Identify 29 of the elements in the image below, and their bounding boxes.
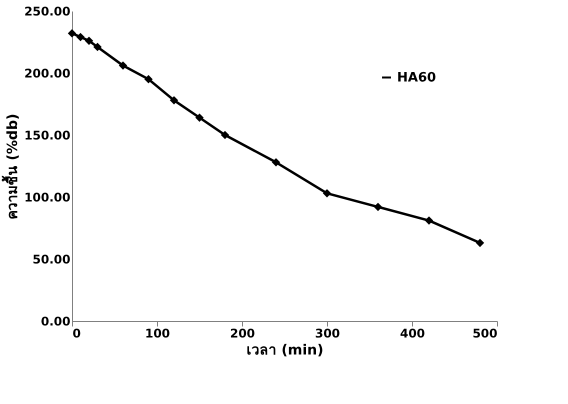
- point: [272, 158, 280, 166]
- point: [68, 29, 76, 38]
- x-tick-label: 400: [400, 326, 426, 340]
- point: [322, 189, 332, 198]
- y-tick-label: 0.00: [40, 314, 70, 328]
- point: [195, 113, 204, 122]
- legend-label: HA60: [397, 70, 436, 86]
- y-tick-label: 100.00: [24, 190, 70, 204]
- y-tick-label: 150.00: [24, 128, 70, 142]
- x-tick-label: 100: [144, 326, 170, 340]
- point: [144, 75, 153, 84]
- y-tick-label: 50.00: [32, 252, 70, 266]
- point: [84, 36, 94, 45]
- point: [76, 32, 85, 42]
- point: [170, 96, 178, 104]
- y-tick-label: 250.00: [24, 4, 70, 18]
- point: [220, 130, 230, 140]
- y-tick-label: 200.00: [24, 66, 70, 80]
- x-tick-label: 500: [472, 326, 498, 340]
- x-tick-label: 0: [72, 326, 81, 340]
- x-tick-label: 200: [230, 326, 256, 340]
- point: [424, 216, 434, 225]
- y-axis-title: ความชื้น (%db): [1, 114, 22, 220]
- x-axis-title: เวลา (min): [246, 342, 324, 358]
- point: [476, 238, 484, 248]
- point: [93, 42, 102, 52]
- point: [374, 202, 382, 212]
- point: [118, 61, 128, 70]
- x-tick-label: 300: [314, 326, 340, 340]
